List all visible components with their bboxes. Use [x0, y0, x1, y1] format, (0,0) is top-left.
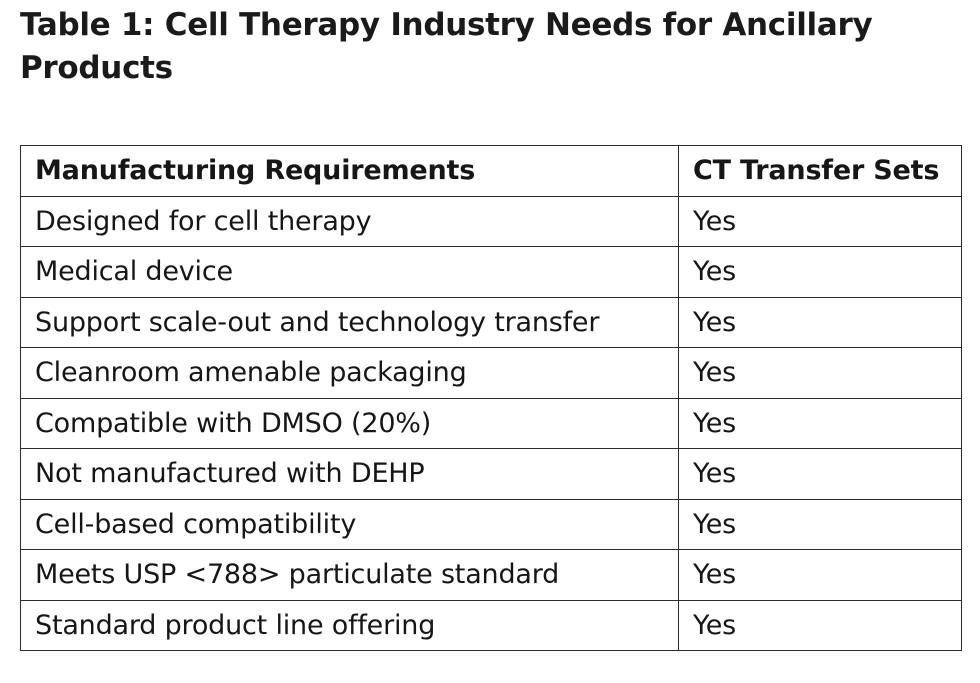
requirement-cell: Medical device: [20, 246, 679, 298]
requirement-cell: Compatible with DMSO (20%): [20, 397, 679, 449]
requirement-cell: Not manufactured with DEHP: [20, 448, 679, 500]
table-row: Standard product line offering Yes: [20, 599, 962, 651]
value-cell: Yes: [678, 599, 962, 651]
value-cell: Yes: [678, 347, 962, 399]
value-cell: Yes: [678, 296, 962, 348]
requirement-cell: Designed for cell therapy: [20, 195, 679, 247]
requirement-cell: Cell-based compatibility: [20, 498, 679, 550]
requirement-cell: Support scale-out and technology transfe…: [20, 296, 679, 348]
table-row: Medical device Yes: [20, 246, 962, 298]
table-title: Table 1: Cell Therapy Industry Needs for…: [20, 7, 873, 86]
value-cell: Yes: [678, 246, 962, 298]
table-row: Compatible with DMSO (20%) Yes: [20, 397, 962, 449]
value-cell: Yes: [678, 549, 962, 601]
table-row: Not manufactured with DEHP Yes: [20, 448, 962, 500]
value-cell: Yes: [678, 448, 962, 500]
table-row: Cleanroom amenable packaging Yes: [20, 347, 962, 399]
table-row: Cell-based compatibility Yes: [20, 498, 962, 550]
value-cell: Yes: [678, 397, 962, 449]
table-row: Meets USP <788> particulate standard Yes: [20, 549, 962, 601]
requirement-cell: Standard product line offering: [20, 599, 679, 651]
header-ct-transfer-sets: CT Transfer Sets: [678, 145, 962, 197]
requirement-cell: Meets USP <788> particulate standard: [20, 549, 679, 601]
requirement-cell: Cleanroom amenable packaging: [20, 347, 679, 399]
value-cell: Yes: [678, 498, 962, 550]
header-manufacturing-requirements: Manufacturing Requirements: [20, 145, 679, 197]
value-cell: Yes: [678, 195, 962, 247]
table-row: Support scale-out and technology transfe…: [20, 296, 962, 348]
requirements-table: Manufacturing Requirements CT Transfer S…: [20, 145, 962, 651]
table-header-row: Manufacturing Requirements CT Transfer S…: [20, 145, 962, 197]
table-row: Designed for cell therapy Yes: [20, 195, 962, 247]
